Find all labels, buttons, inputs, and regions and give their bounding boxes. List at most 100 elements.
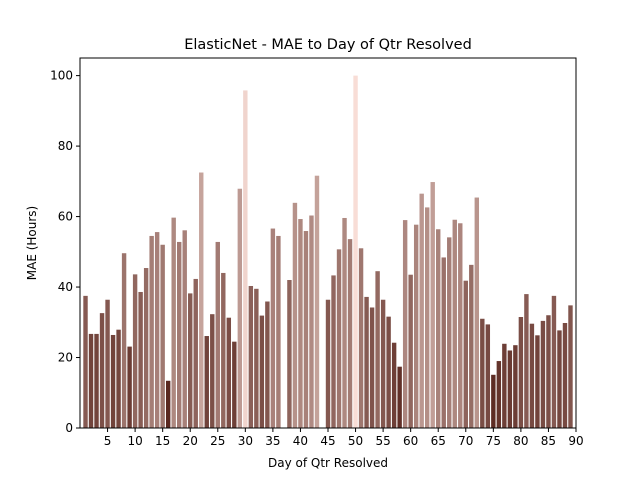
x-axis: 5 10 15 20 25 30 35 40 45 50 55 60 65 70 75 80 85 90 [104, 428, 584, 448]
bar [204, 336, 209, 428]
bar [221, 272, 226, 428]
bar [132, 274, 138, 428]
bar [94, 333, 99, 428]
bar [408, 274, 413, 428]
bar [254, 288, 259, 428]
bar [540, 320, 546, 428]
bar [182, 230, 187, 428]
bar [88, 333, 94, 428]
chart-title: ElasticNet - MAE to Day of Qtr Resolved [184, 37, 472, 53]
bar [287, 280, 292, 428]
y-tick-label: 60 [58, 210, 73, 224]
bar [386, 316, 391, 428]
bar [116, 329, 121, 428]
bar [314, 175, 320, 428]
bar [83, 295, 88, 428]
x-tick-label: 90 [568, 434, 583, 448]
bar [480, 318, 485, 428]
bar [436, 229, 441, 428]
bar [171, 217, 176, 428]
x-tick-label: 55 [375, 434, 390, 448]
bar [391, 342, 397, 428]
bar [507, 350, 513, 428]
bar [342, 217, 347, 428]
bar [441, 257, 446, 428]
bar [502, 343, 507, 428]
bar [364, 296, 369, 428]
bar [237, 188, 243, 428]
bar [325, 299, 331, 428]
bar [546, 315, 551, 428]
bar [402, 220, 408, 428]
bar [430, 182, 435, 428]
x-tick-label: 50 [348, 434, 363, 448]
bar [496, 361, 502, 428]
bar [265, 301, 270, 428]
bar [248, 285, 254, 428]
bar [447, 237, 452, 428]
bar [165, 380, 171, 428]
bar [199, 172, 204, 428]
bar [524, 294, 529, 428]
x-tick-label: 85 [541, 434, 556, 448]
bar [232, 341, 237, 428]
x-tick-label: 10 [127, 434, 142, 448]
y-axis-label: MAE (Hours) [25, 206, 39, 280]
bar [259, 315, 265, 428]
bar [397, 366, 402, 428]
bar [276, 235, 281, 428]
bar [127, 346, 132, 428]
bar [529, 323, 535, 428]
bar [491, 374, 496, 428]
bar [243, 90, 248, 429]
bars-group [83, 75, 573, 429]
bar [474, 197, 480, 428]
x-tick-label: 20 [183, 434, 198, 448]
bar [458, 223, 463, 428]
y-tick-label: 40 [58, 280, 73, 294]
bar [226, 317, 232, 428]
bar [143, 268, 149, 428]
plot-frame [79, 57, 577, 429]
bar [463, 280, 468, 428]
bar [270, 228, 276, 428]
bar [568, 305, 573, 428]
bar [469, 264, 474, 428]
bar [375, 271, 380, 428]
bar [309, 215, 314, 428]
bar [535, 335, 540, 428]
bar [551, 295, 557, 428]
bar [513, 345, 518, 428]
x-tick-label: 30 [238, 434, 253, 448]
bar [292, 202, 298, 428]
bar [425, 207, 430, 428]
bar [562, 322, 568, 428]
bar [177, 241, 182, 428]
y-tick-label: 0 [65, 421, 73, 435]
bar [149, 235, 154, 428]
bar [210, 314, 215, 428]
bar [188, 293, 193, 428]
x-tick-label: 65 [431, 434, 446, 448]
bar [380, 299, 386, 428]
y-tick-label: 100 [50, 69, 73, 83]
y-axis: 0 20 40 60 80 100 [50, 69, 80, 435]
bar [336, 249, 342, 428]
bar [331, 275, 336, 428]
x-tick-label: 5 [104, 434, 112, 448]
x-tick-label: 35 [265, 434, 280, 448]
bar [369, 307, 375, 428]
bar [413, 224, 419, 428]
bar [353, 75, 358, 429]
bar [557, 330, 562, 428]
bar [121, 253, 127, 428]
bar [110, 334, 116, 428]
x-tick-label: 80 [513, 434, 528, 448]
bar [160, 244, 165, 428]
y-tick-label: 80 [58, 139, 73, 153]
bar [193, 278, 198, 428]
bar [419, 193, 424, 428]
bar [358, 248, 364, 428]
x-tick-label: 60 [403, 434, 418, 448]
